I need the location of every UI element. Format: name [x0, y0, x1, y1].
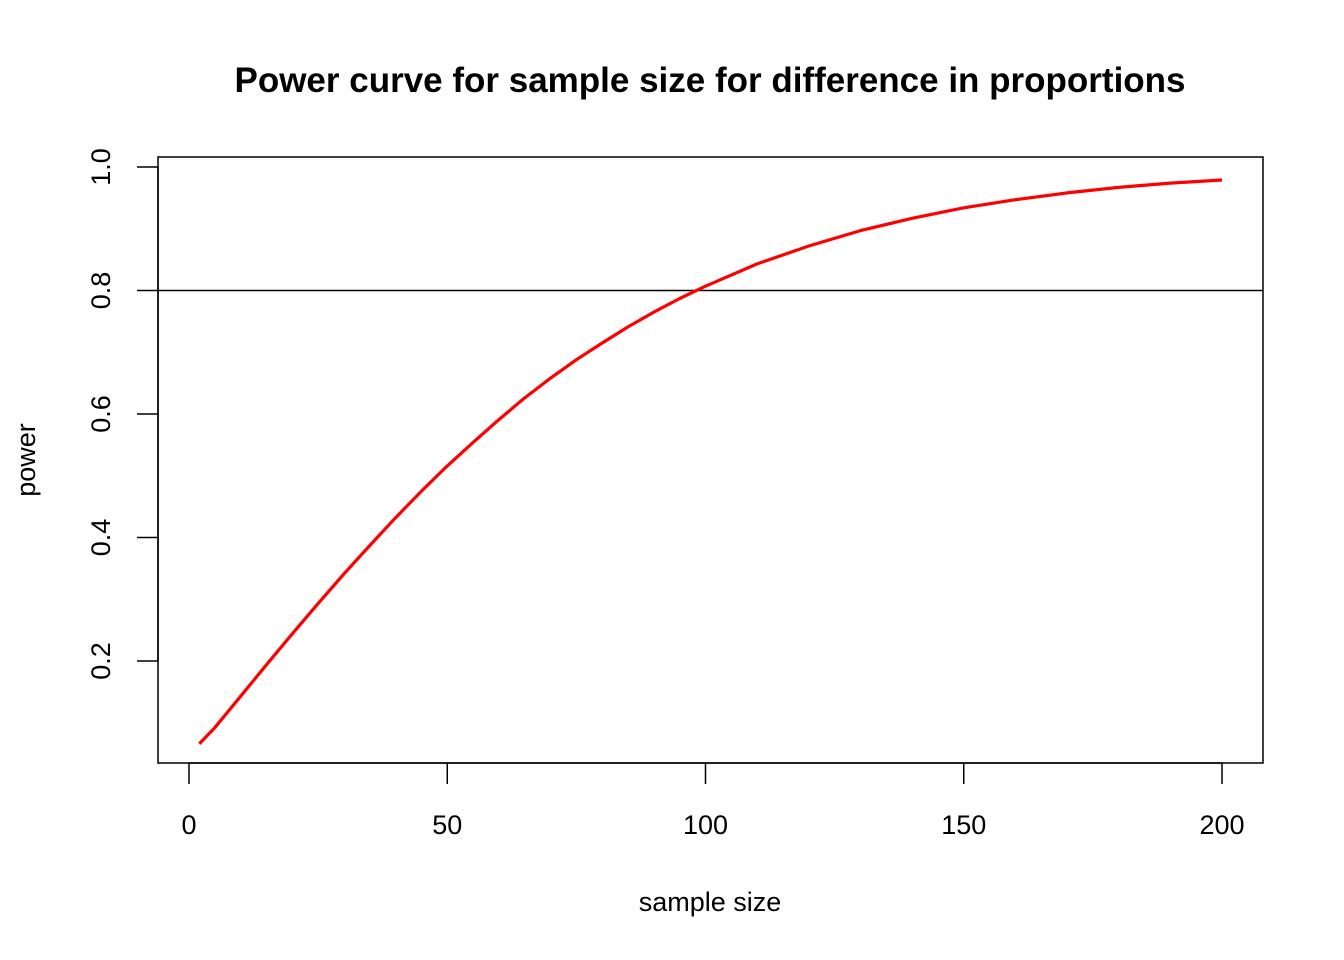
x-axis: 0 50 100 150 200 — [181, 762, 1245, 840]
x-tick-label: 100 — [683, 810, 728, 840]
plot-frame — [157, 156, 1264, 764]
chart-title: Power curve for sample size for differen… — [234, 61, 1185, 100]
x-axis-label: sample size — [639, 887, 782, 917]
x-tick-label: 50 — [432, 810, 462, 840]
power-curve-line — [198, 178, 1223, 745]
x-tick-label: 150 — [941, 810, 986, 840]
y-tick-label: 0.8 — [86, 272, 116, 310]
y-axis: 0.2 0.4 0.6 0.8 1.0 — [86, 148, 159, 680]
y-tick-label: 0.4 — [86, 519, 116, 557]
x-tick-label: 200 — [1199, 810, 1244, 840]
y-tick-label: 0.2 — [86, 642, 116, 680]
x-tick-label: 0 — [181, 810, 196, 840]
y-tick-label: 1.0 — [86, 148, 116, 186]
y-axis-label: power — [11, 423, 41, 497]
y-tick-label: 0.6 — [86, 395, 116, 433]
